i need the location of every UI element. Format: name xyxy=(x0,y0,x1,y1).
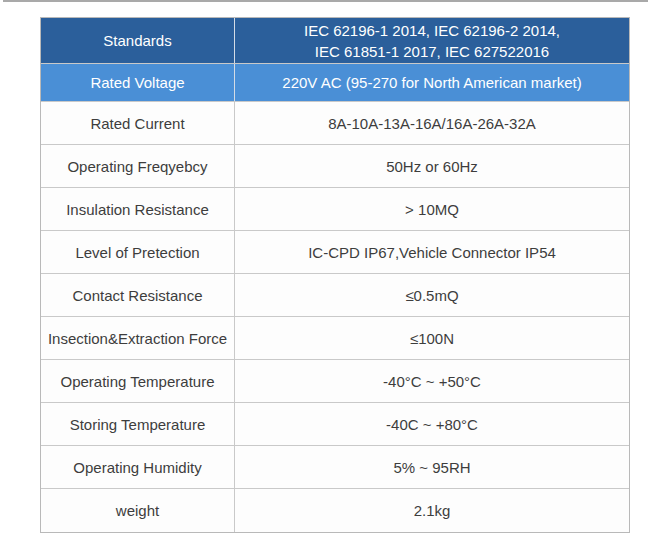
spec-value: > 10MQ xyxy=(235,188,629,230)
spec-label: Contact Resistance xyxy=(41,274,235,316)
spec-label: Standards xyxy=(41,18,235,63)
spec-label: Operating Freqyebcy xyxy=(41,145,235,187)
table-row-weight: weight 2.1kg xyxy=(41,489,629,532)
spec-value: -40°C ~ +50°C xyxy=(235,360,629,402)
spec-value: IC-CPD IP67,Vehicle Connector IP54 xyxy=(235,231,629,273)
spec-table: Standards IEC 62196-1 2014, IEC 62196-2 … xyxy=(40,17,630,533)
table-row-operating-humidity: Operating Humidity 5% ~ 95RH xyxy=(41,446,629,489)
table-row-rated-voltage: Rated Voltage 220V AC (95-270 for North … xyxy=(41,64,629,102)
spec-label: Operating Temperature xyxy=(41,360,235,402)
table-row-level-of-protection: Level of Pretection IC-CPD IP67,Vehicle … xyxy=(41,231,629,274)
table-row-contact-resistance: Contact Resistance ≤0.5mQ xyxy=(41,274,629,317)
table-row-insulation-resistance: Insulation Resistance > 10MQ xyxy=(41,188,629,231)
spec-label: Level of Pretection xyxy=(41,231,235,273)
top-divider-line xyxy=(3,0,648,2)
spec-label: Insulation Resistance xyxy=(41,188,235,230)
spec-label: Rated Current xyxy=(41,102,235,144)
spec-value: 220V AC (95-270 for North American marke… xyxy=(235,64,629,101)
spec-label: Operating Humidity xyxy=(41,446,235,488)
spec-value: IEC 62196-1 2014, IEC 62196-2 2014, IEC … xyxy=(235,18,629,63)
spec-value: 2.1kg xyxy=(235,489,629,532)
table-row-rated-current: Rated Current 8A-10A-13A-16A/16A-26A-32A xyxy=(41,102,629,145)
table-row-insertion-extraction-force: Insection&Extraction Force ≤100N xyxy=(41,317,629,360)
spec-value: 5% ~ 95RH xyxy=(235,446,629,488)
table-row-storing-temperature: Storing Temperature -40C ~ +80°C xyxy=(41,403,629,446)
spec-value: ≤0.5mQ xyxy=(235,274,629,316)
spec-label: Insection&Extraction Force xyxy=(41,317,235,359)
spec-label: Storing Temperature xyxy=(41,403,235,445)
spec-label: Rated Voltage xyxy=(41,64,235,101)
table-row-operating-temperature: Operating Temperature -40°C ~ +50°C xyxy=(41,360,629,403)
spec-value: 8A-10A-13A-16A/16A-26A-32A xyxy=(235,102,629,144)
table-row-standards: Standards IEC 62196-1 2014, IEC 62196-2 … xyxy=(41,18,629,64)
spec-value: 50Hz or 60Hz xyxy=(235,145,629,187)
spec-label: weight xyxy=(41,489,235,532)
spec-value: -40C ~ +80°C xyxy=(235,403,629,445)
table-row-operating-frequency: Operating Freqyebcy 50Hz or 60Hz xyxy=(41,145,629,188)
spec-value: ≤100N xyxy=(235,317,629,359)
page: Standards IEC 62196-1 2014, IEC 62196-2 … xyxy=(0,0,651,553)
